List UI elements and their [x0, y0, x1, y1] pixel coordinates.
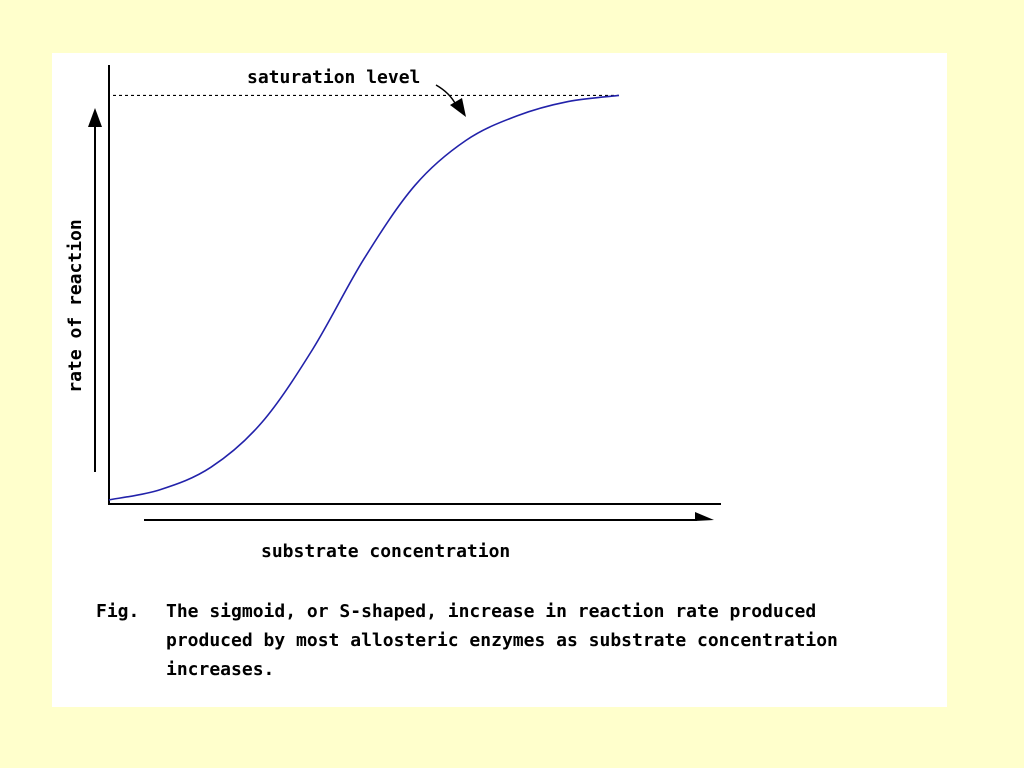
x-axis-label: substrate concentration: [261, 541, 510, 562]
caption-text: The sigmoid, or S-shaped, increase in re…: [166, 601, 838, 680]
figure-panel: saturation level rate of reaction substr…: [52, 53, 947, 707]
sigmoid-curve: [108, 94, 620, 501]
annotation-arrow-head: [450, 98, 466, 117]
caption-fig-label: Fig.: [96, 601, 140, 622]
chart: saturation level rate of reaction substr…: [65, 65, 721, 562]
y-axis-label: rate of reaction: [65, 219, 86, 392]
y-arrow-head: [88, 108, 102, 127]
x-arrow-head: [695, 512, 714, 521]
saturation-level-annotation: saturation level: [247, 67, 420, 88]
